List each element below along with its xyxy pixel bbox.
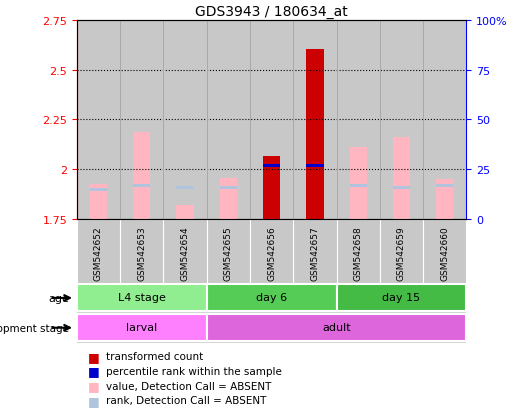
Bar	[207, 21, 250, 219]
Bar	[337, 285, 466, 311]
Bar	[90, 188, 107, 191]
Text: day 6: day 6	[256, 292, 287, 303]
Bar	[133, 184, 151, 187]
Text: GSM542659: GSM542659	[397, 225, 406, 280]
Bar	[207, 285, 337, 311]
Text: ■: ■	[87, 379, 99, 392]
Text: development stage: development stage	[0, 323, 69, 333]
Bar	[120, 21, 163, 219]
Bar	[77, 21, 120, 219]
Bar	[263, 157, 280, 219]
Bar	[90, 185, 107, 219]
Bar	[176, 205, 193, 219]
Text: transformed count: transformed count	[106, 351, 203, 361]
Text: larval: larval	[126, 322, 157, 332]
Bar	[250, 21, 293, 219]
Text: ■: ■	[87, 365, 99, 377]
Bar	[349, 184, 367, 187]
Title: GDS3943 / 180634_at: GDS3943 / 180634_at	[195, 5, 348, 19]
Text: value, Detection Call = ABSENT: value, Detection Call = ABSENT	[106, 381, 271, 391]
Text: rank, Detection Call = ABSENT: rank, Detection Call = ABSENT	[106, 395, 267, 405]
Bar	[263, 164, 280, 167]
Bar	[436, 184, 453, 187]
Text: GSM542653: GSM542653	[137, 225, 146, 280]
Bar	[293, 21, 337, 219]
Bar	[380, 21, 423, 219]
Text: ■: ■	[87, 350, 99, 363]
Bar	[337, 21, 380, 219]
Bar	[423, 21, 466, 219]
Text: L4 stage: L4 stage	[118, 292, 166, 303]
Text: GSM542652: GSM542652	[94, 225, 103, 280]
Bar	[176, 186, 193, 189]
Bar	[163, 21, 207, 219]
Bar	[77, 285, 207, 311]
Bar	[349, 148, 367, 219]
Text: GSM542654: GSM542654	[181, 225, 190, 280]
Bar	[219, 179, 237, 219]
Bar	[393, 186, 410, 189]
Text: GSM542660: GSM542660	[440, 225, 449, 280]
Text: GSM542657: GSM542657	[311, 225, 320, 280]
Bar	[219, 186, 237, 189]
Bar	[393, 138, 410, 219]
Bar	[306, 164, 323, 167]
Text: percentile rank within the sample: percentile rank within the sample	[106, 366, 282, 376]
Bar	[306, 50, 323, 219]
Bar	[133, 133, 151, 219]
Bar	[77, 315, 207, 341]
Text: ■: ■	[87, 394, 99, 407]
Bar	[207, 315, 466, 341]
Text: day 15: day 15	[383, 292, 420, 303]
Text: GSM542658: GSM542658	[354, 225, 363, 280]
Text: GSM542656: GSM542656	[267, 225, 276, 280]
Text: GSM542655: GSM542655	[224, 225, 233, 280]
Text: age: age	[48, 293, 69, 303]
Text: adult: adult	[322, 322, 351, 332]
Bar	[436, 180, 453, 219]
